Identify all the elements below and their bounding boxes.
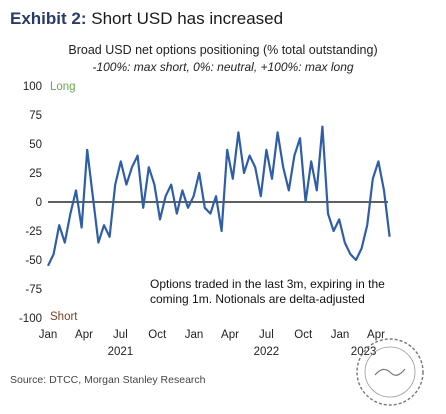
- x-year-label: 2023: [351, 346, 377, 358]
- y-tick-label: 75: [29, 110, 42, 122]
- y-tick-label: -75: [25, 284, 42, 296]
- x-year-label: 2022: [254, 346, 280, 358]
- x-tick-label: Jan: [185, 329, 204, 341]
- exhibit-heading: Exhibit 2: Short USD has increased: [10, 9, 283, 29]
- x-tick-label: Oct: [294, 329, 313, 341]
- short-label: Short: [50, 311, 78, 323]
- y-tick-label: -25: [25, 226, 42, 238]
- exhibit-title: Short USD has increased: [91, 9, 284, 28]
- x-tick-label: Jul: [259, 329, 274, 341]
- x-tick-label: Jan: [39, 329, 58, 341]
- y-tick-label: 0: [36, 197, 42, 209]
- annotation-note-line1: Options traded in the last 3m, expiring …: [150, 277, 385, 291]
- x-tick-label: Apr: [75, 329, 93, 341]
- x-tick-label: Jan: [331, 329, 350, 341]
- x-axis-ticks: Jan Apr Jul Oct Jan Apr Jul Oct Jan Apr: [39, 329, 385, 341]
- y-tick-label: 25: [29, 168, 42, 180]
- annotation-note-line2: coming 1m. Notionals are delta-adjusted: [150, 292, 365, 306]
- x-tick-label: Apr: [221, 329, 239, 341]
- y-tick-label: 50: [29, 139, 42, 151]
- x-tick-label: Jul: [113, 329, 128, 341]
- long-label: Long: [50, 81, 76, 93]
- chart-title: Broad USD net options positioning (% tot…: [68, 43, 378, 57]
- exhibit-label: Exhibit 2:: [10, 9, 87, 28]
- x-tick-label: Oct: [148, 329, 167, 341]
- x-year-label: 2021: [108, 346, 134, 358]
- seal-stamp-icon: [356, 338, 424, 406]
- x-axis-years: 2021 2022 2023: [108, 346, 377, 358]
- y-tick-label: -50: [25, 255, 42, 267]
- x-tick-label: Apr: [367, 329, 385, 341]
- y-tick-label: -100: [19, 313, 42, 325]
- source-note: Source: DTCC, Morgan Stanley Research: [10, 374, 206, 386]
- y-axis-ticks: 100 75 50 25 0 -25 -50 -75 -100: [19, 81, 42, 325]
- chart-subtitle: -100%: max short, 0%: neutral, +100%: ma…: [92, 60, 354, 74]
- y-tick-label: 100: [23, 81, 42, 93]
- series-line-usd-positioning: [47, 125, 391, 267]
